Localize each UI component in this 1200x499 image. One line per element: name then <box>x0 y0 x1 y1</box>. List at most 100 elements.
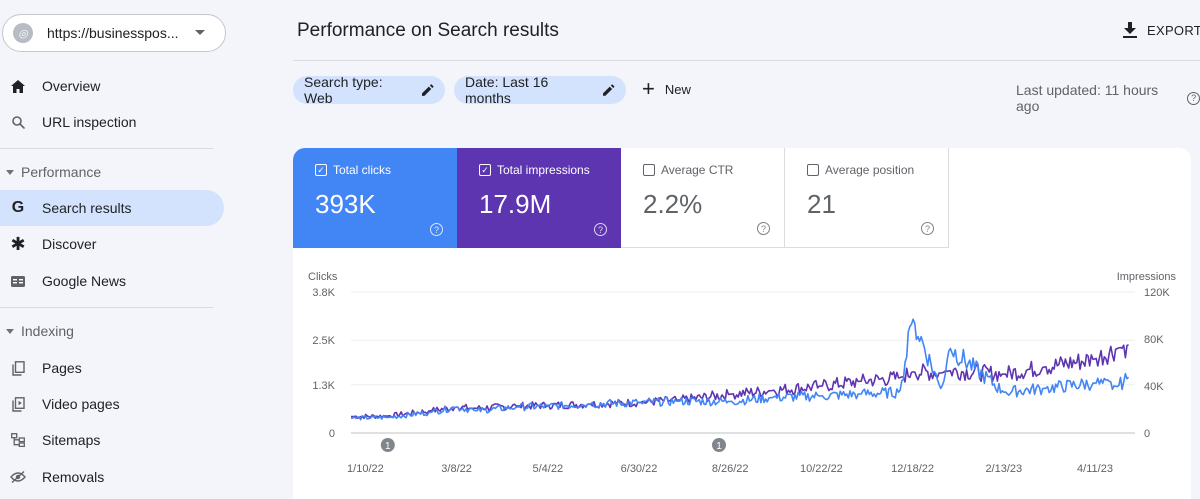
sidebar-item-removals[interactable]: Removals <box>0 459 224 495</box>
new-filter-button[interactable]: + New <box>642 78 691 100</box>
sidebar-item-pages[interactable]: Pages <box>0 350 224 386</box>
x-tick-label: 10/22/22 <box>800 463 843 475</box>
pages-icon <box>10 360 26 376</box>
sidebar-item-label: Removals <box>42 469 105 485</box>
annotation-marker <box>712 438 726 452</box>
metric-label: Average CTR <box>661 163 734 177</box>
property-url: https://businesspos... <box>47 25 179 41</box>
sidebar-item-label: Pages <box>42 360 82 376</box>
date-chip[interactable]: Date: Last 16 months <box>454 74 626 106</box>
x-tick-label: 1/10/22 <box>347 463 384 475</box>
sidebar-item-search-results[interactable]: G Search results <box>0 190 224 226</box>
section-label: Indexing <box>21 323 74 339</box>
chip-label: Search type: Web <box>304 74 383 106</box>
sidebar-item-label: Search results <box>42 200 132 216</box>
metric-value: 21 <box>807 189 836 219</box>
x-tick-label: 8/26/22 <box>712 463 749 475</box>
google-g-icon: G <box>11 199 25 216</box>
x-tick-label: 6/30/22 <box>621 463 658 475</box>
edit-icon <box>422 84 434 96</box>
sitemaps-icon <box>10 432 26 448</box>
divider <box>0 148 213 149</box>
x-tick-label: 3/8/22 <box>441 463 472 475</box>
export-label: EXPORT <box>1147 22 1200 38</box>
left-tick-label: 0 <box>329 428 335 440</box>
series-line-clicks <box>350 318 1130 421</box>
x-tick-label: 2/13/23 <box>985 463 1022 475</box>
property-selector[interactable]: ◎ https://businesspos... <box>2 14 226 52</box>
sidebar-item-google-news[interactable]: Google News <box>0 263 224 299</box>
globe-icon: ◎ <box>13 23 33 43</box>
metric-label: Average position <box>825 163 915 177</box>
export-button[interactable]: EXPORT <box>1123 22 1200 38</box>
section-indexing[interactable]: Indexing <box>0 319 74 343</box>
sidebar-item-discover[interactable]: ✱ Discover <box>0 226 224 262</box>
left-tick-label: 3.8K <box>312 287 335 299</box>
help-icon[interactable]: ? <box>594 223 607 236</box>
metric-value: 17.9M <box>479 189 552 219</box>
new-label: New <box>664 81 691 97</box>
help-icon[interactable]: ? <box>757 222 770 235</box>
metric-total-clicks[interactable]: ✓ Total clicks 393K ? <box>293 148 457 248</box>
sidebar-item-video-pages[interactable]: Video pages <box>0 386 224 422</box>
sidebar-item-label: Sitemaps <box>42 432 101 448</box>
chevron-down-icon <box>195 30 205 35</box>
news-icon <box>10 273 26 289</box>
sidebar-item-label: URL inspection <box>42 114 137 130</box>
right-tick-label: 120K <box>1144 287 1170 299</box>
metric-average-ctr[interactable]: Average CTR 2.2% ? <box>621 148 785 248</box>
metric-value: 393K <box>315 189 376 219</box>
divider <box>0 307 213 308</box>
annotation-label: 1 <box>716 441 722 452</box>
collapse-icon <box>6 328 14 334</box>
left-tick-label: 2.5K <box>312 335 335 347</box>
collapse-icon <box>6 169 14 175</box>
sidebar-item-sitemaps[interactable]: Sitemaps <box>0 422 224 458</box>
edit-icon <box>603 84 615 96</box>
sidebar: ◎ https://businesspos... Overview URL in… <box>0 0 240 499</box>
sidebar-item-url-inspection[interactable]: URL inspection <box>0 104 224 140</box>
annotation-marker <box>380 438 395 452</box>
section-performance[interactable]: Performance <box>0 160 101 184</box>
annotation-label: 1 <box>385 441 391 452</box>
x-tick-label: 4/11/23 <box>1077 463 1113 475</box>
sidebar-item-label: Overview <box>42 78 101 94</box>
metric-label: Total clicks <box>333 163 392 177</box>
section-label: Performance <box>21 164 102 180</box>
sidebar-item-label: Google News <box>42 273 127 289</box>
removals-icon <box>10 469 26 485</box>
help-icon[interactable]: ? <box>1187 91 1200 105</box>
x-tick-label: 5/4/22 <box>533 463 564 475</box>
checkbox-unchecked-icon[interactable] <box>643 164 655 176</box>
right-tick-label: 80K <box>1144 334 1164 346</box>
help-icon[interactable]: ? <box>430 223 443 236</box>
search-icon <box>10 114 26 130</box>
series-line-impressions <box>350 344 1129 420</box>
help-icon[interactable]: ? <box>921 222 934 235</box>
last-updated: Last updated: 11 hours ago ? <box>1016 82 1200 114</box>
checkbox-unchecked-icon[interactable] <box>807 164 819 176</box>
download-icon <box>1123 22 1137 38</box>
performance-card: ✓ Total clicks 393K ? ✓ Total impressions … <box>293 148 1191 499</box>
metric-label: Total impressions <box>497 163 590 177</box>
last-updated-text: Last updated: 11 hours ago <box>1016 82 1159 114</box>
left-axis-title: Clicks <box>308 271 338 283</box>
sidebar-item-label: Video pages <box>42 396 120 412</box>
right-tick-label: 40K <box>1144 381 1164 393</box>
metric-total-impressions[interactable]: ✓ Total impressions 17.9M ? <box>457 148 621 248</box>
home-icon <box>10 78 26 94</box>
checkbox-checked-icon[interactable]: ✓ <box>479 164 491 176</box>
checkbox-checked-icon[interactable]: ✓ <box>315 164 327 176</box>
metric-average-position[interactable]: Average position 21 ? <box>785 148 949 248</box>
page-title: Performance on Search results <box>297 20 559 41</box>
x-tick-label: 12/18/22 <box>891 463 934 475</box>
sidebar-item-label: Discover <box>42 236 97 252</box>
sidebar-item-overview[interactable]: Overview <box>0 68 224 104</box>
chip-label: Date: Last 16 months <box>465 74 549 106</box>
search-type-chip[interactable]: Search type: Web <box>293 74 445 106</box>
right-tick-label: 0 <box>1144 428 1150 440</box>
asterisk-icon: ✱ <box>10 233 26 254</box>
performance-chart: Clicks Impressions 0 1.3K 2.5K 3.8K 0 40K 80K… <box>308 271 1177 475</box>
right-axis-title: Impressions <box>1117 271 1177 283</box>
video-pages-icon <box>10 396 26 412</box>
